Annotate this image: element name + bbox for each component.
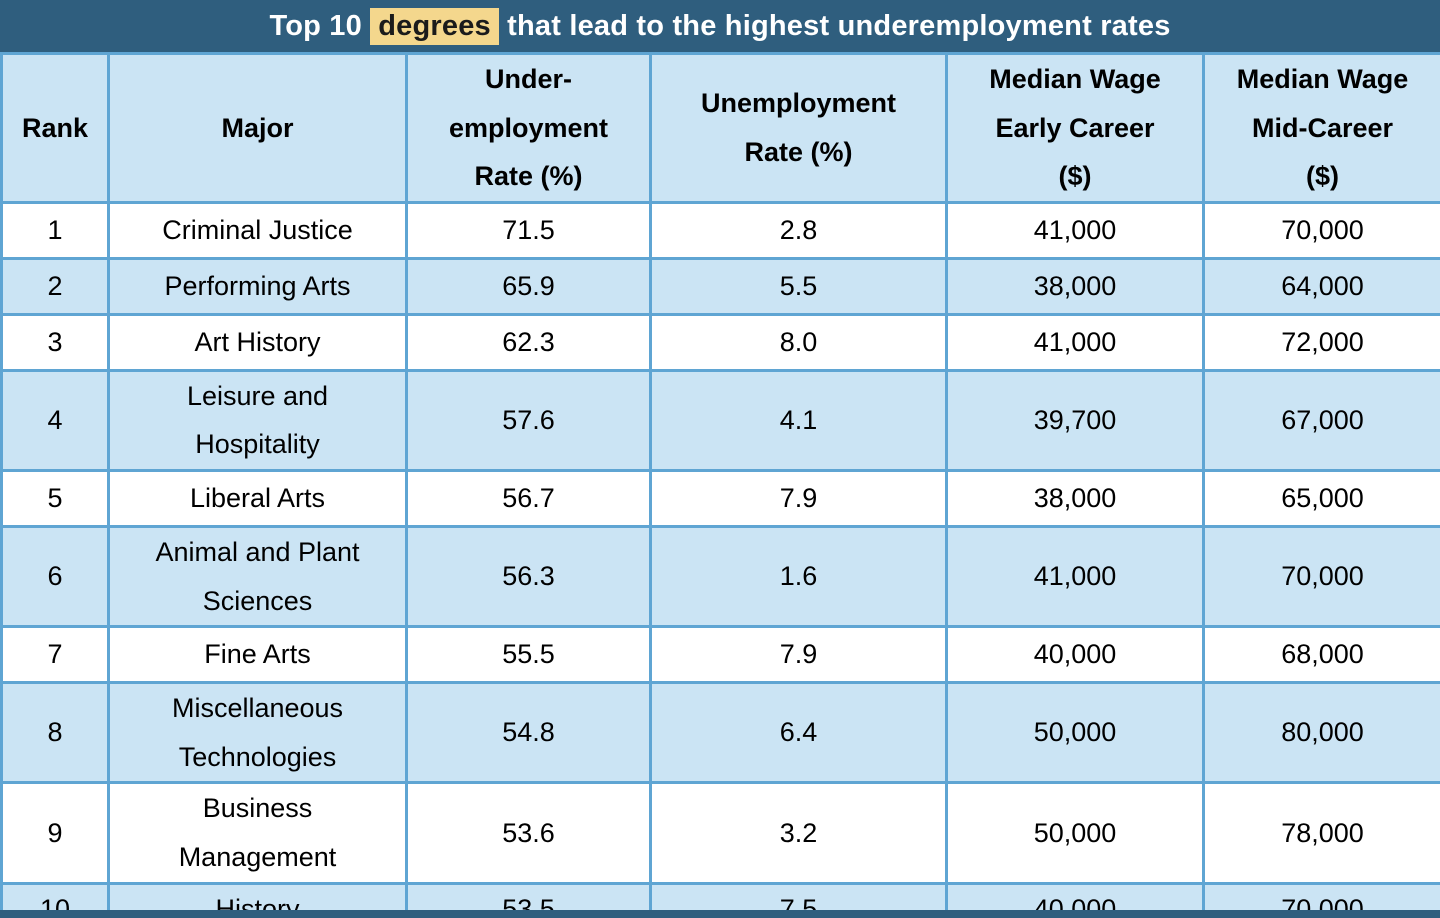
cell-underemployment: 53.6: [405, 781, 652, 885]
cell-wage-mid: 72,000: [1202, 312, 1440, 372]
table-row: 4 Leisure and Hospitality 57.6 4.1 39,70…: [0, 368, 1440, 472]
cell-wage-early: 41,000: [945, 312, 1205, 372]
cell-rank: 3: [0, 312, 110, 372]
cell-rank: 7: [0, 625, 110, 685]
cell-rank: 10: [0, 881, 110, 918]
table-row: 1 Criminal Justice 71.5 2.8 41,000 70,00…: [0, 200, 1440, 260]
cell-wage-mid: 70,000: [1202, 524, 1440, 629]
cell-underemployment: 56.7: [405, 468, 652, 528]
cell-unemployment: 3.2: [649, 781, 948, 885]
table-row: 3 Art History 62.3 8.0 41,000 72,000: [0, 312, 1440, 372]
cell-wage-early: 50,000: [945, 781, 1205, 885]
cell-rank: 4: [0, 368, 110, 472]
cell-rank: 8: [0, 681, 110, 785]
header-underemployment-rate: Under- employment Rate (%): [405, 52, 652, 204]
cell-major: Fine Arts: [107, 625, 408, 685]
table-title-bar: Top 10 degrees that lead to the highest …: [0, 0, 1440, 52]
cell-unemployment: 6.4: [649, 681, 948, 785]
table-row: 5 Liberal Arts 56.7 7.9 38,000 65,000: [0, 468, 1440, 528]
cell-major: Business Management: [107, 781, 408, 885]
cell-major: Liberal Arts: [107, 468, 408, 528]
cell-wage-mid: 65,000: [1202, 468, 1440, 528]
cell-major: Miscellaneous Technologies: [107, 681, 408, 785]
table-row: 7 Fine Arts 55.5 7.9 40,000 68,000: [0, 625, 1440, 685]
cell-wage-mid: 68,000: [1202, 625, 1440, 685]
table-row: 8 Miscellaneous Technologies 54.8 6.4 50…: [0, 681, 1440, 785]
header-unemployment-rate: Unemployment Rate (%): [649, 52, 948, 204]
cell-rank: 9: [0, 781, 110, 885]
cell-wage-early: 41,000: [945, 524, 1205, 629]
cell-rank: 6: [0, 524, 110, 629]
cell-wage-mid: 64,000: [1202, 256, 1440, 316]
title-prefix: Top 10: [269, 9, 371, 42]
header-major: Major: [107, 52, 408, 204]
header-rank: Rank: [0, 52, 110, 204]
cell-major: Art History: [107, 312, 408, 372]
cell-wage-early: 39,700: [945, 368, 1205, 472]
underemployment-table: Rank Major Under- employment Rate (%) Un…: [0, 52, 1440, 918]
cell-underemployment: 54.8: [405, 681, 652, 785]
cell-unemployment: 4.1: [649, 368, 948, 472]
cell-underemployment: 62.3: [405, 312, 652, 372]
cell-wage-mid: 70,000: [1202, 200, 1440, 260]
table-row: 2 Performing Arts 65.9 5.5 38,000 64,000: [0, 256, 1440, 316]
cell-wage-early: 40,000: [945, 625, 1205, 685]
title-highlight-degrees: degrees: [370, 7, 499, 45]
cell-major: Animal and Plant Sciences: [107, 524, 408, 629]
cell-unemployment: 5.5: [649, 256, 948, 316]
cell-underemployment: 56.3: [405, 524, 652, 629]
cell-major: Leisure and Hospitality: [107, 368, 408, 472]
table-row: 9 Business Management 53.6 3.2 50,000 78…: [0, 781, 1440, 885]
title-suffix: that lead to the highest underemployment…: [498, 9, 1171, 42]
cell-wage-mid: 80,000: [1202, 681, 1440, 785]
cell-unemployment: 8.0: [649, 312, 948, 372]
cell-wage-early: 38,000: [945, 468, 1205, 528]
cell-major: Performing Arts: [107, 256, 408, 316]
cell-underemployment: 65.9: [405, 256, 652, 316]
cell-major: Criminal Justice: [107, 200, 408, 260]
cell-wage-mid: 78,000: [1202, 781, 1440, 885]
cell-unemployment: 7.9: [649, 468, 948, 528]
cell-rank: 2: [0, 256, 110, 316]
cell-underemployment: 57.6: [405, 368, 652, 472]
cell-unemployment: 2.8: [649, 200, 948, 260]
cell-unemployment: 1.6: [649, 524, 948, 629]
cell-underemployment: 55.5: [405, 625, 652, 685]
cell-wage-mid: 67,000: [1202, 368, 1440, 472]
header-median-wage-mid: Median Wage Mid-Career ($): [1202, 52, 1440, 204]
cell-underemployment: 71.5: [405, 200, 652, 260]
header-row: Rank Major Under- employment Rate (%) Un…: [0, 52, 1440, 204]
cell-unemployment: 7.9: [649, 625, 948, 685]
header-median-wage-early: Median Wage Early Career ($): [945, 52, 1205, 204]
cell-wage-early: 41,000: [945, 200, 1205, 260]
cell-wage-early: 50,000: [945, 681, 1205, 785]
cell-rank: 1: [0, 200, 110, 260]
bottom-divider-bar: [0, 910, 1440, 918]
cell-rank: 5: [0, 468, 110, 528]
cell-wage-early: 38,000: [945, 256, 1205, 316]
table-row: 6 Animal and Plant Sciences 56.3 1.6 41,…: [0, 524, 1440, 629]
